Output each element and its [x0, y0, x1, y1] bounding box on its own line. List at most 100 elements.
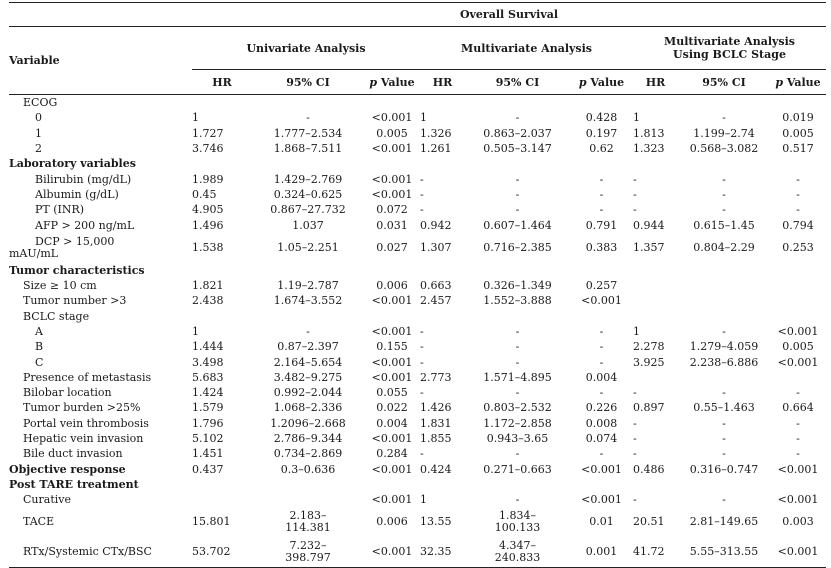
cell-ci-1: 1.429–2.769 [273, 172, 343, 186]
cell-ci-2 [465, 477, 570, 492]
header-row-groups: Variable Univariate Analysis Multivariat… [9, 26, 826, 95]
cell-p-2: - [599, 386, 604, 400]
row-label: Tumor number >3 [23, 294, 127, 308]
cell-ci-3 [678, 293, 770, 308]
cell-p-1: <0.001 [371, 462, 413, 476]
cell-ci-3: - [722, 172, 726, 186]
cell-p-2: - [599, 187, 604, 201]
cell-p-3: 0.005 [782, 126, 814, 140]
cell-p-1 [364, 309, 420, 324]
cell-p-3: 0.003 [782, 515, 814, 529]
cell-hr-1 [192, 492, 252, 507]
cell-ci-2: - [515, 172, 520, 186]
cell-p-1: 0.027 [376, 240, 408, 254]
row-label: ECOG [23, 96, 58, 110]
cell-ci-2: - [515, 386, 520, 400]
row-label: RTx/Systemic CTx/BSC [9, 537, 192, 568]
cell-ci-3: - [722, 416, 726, 430]
table-row: Bilobar location 1.424 0.992–2.044 0.055- - -… [9, 385, 826, 400]
p-rest: Value [586, 75, 625, 89]
cell-p-3: - [796, 203, 800, 217]
cell-hr-3: - [633, 447, 637, 461]
cell-p-3 [770, 370, 826, 385]
cell-p-3 [770, 477, 826, 492]
cell-ci-2: 0.505–3.147 [483, 142, 552, 156]
cell-p-2: 0.01 [589, 515, 614, 529]
table-row: RTx/Systemic CTx/BSC 53.702 7.232– 398.797 <… [9, 537, 826, 568]
cell-p-1 [364, 95, 420, 111]
cell-ci-3: - [722, 493, 726, 507]
p-letter: p [578, 75, 587, 89]
cell-hr-1: 3.746 [192, 142, 224, 156]
cell-p-2: <0.001 [581, 493, 622, 507]
cell-ci-2: 1.552–3.888 [483, 294, 552, 308]
cell-hr-3: - [633, 386, 637, 400]
cell-hr-1: 1.796 [192, 416, 224, 430]
row-label: Bilobar location [23, 386, 112, 400]
table-row: BCLC stage [9, 309, 826, 324]
cell-p-2: 0.008 [585, 416, 618, 430]
table-row: DCP > 15,000 mAU/mL 1.538 1.05–2.251 0.027 1.… [9, 233, 826, 263]
cell-p-1: 0.072 [376, 203, 408, 217]
cell-p-2 [570, 156, 633, 171]
col-header-p-2: p Value [570, 69, 633, 95]
cell-hr-2: - [420, 203, 424, 217]
cell-ci-3: - [722, 111, 726, 125]
cell-line: 4.347– [499, 539, 536, 553]
row-label: Size ≥ 10 cm [23, 279, 97, 293]
p-rest: Value [377, 75, 415, 89]
cell-p-3 [770, 95, 826, 111]
cell-ci-1: 2.786–9.344 [273, 432, 343, 446]
overall-survival-header: Overall Survival [192, 2, 826, 27]
cell-p-1: 0.004 [376, 416, 408, 430]
row-label: Tumor burden >25% [23, 401, 141, 415]
table-row: ECOG [9, 95, 826, 111]
cell-p-1: 0.006 [376, 515, 408, 529]
cell-hr-2: - [420, 172, 424, 186]
cell-p-3: - [796, 172, 800, 186]
cell-ci-1: 1.2096–2.668 [270, 416, 346, 430]
table-row: Albumin (g/dL) 0.45 0.324–0.625 <0.001- - - - -… [9, 187, 826, 202]
table-row: Post TARE treatment [9, 477, 826, 492]
cell-p-2: 0.791 [585, 218, 618, 232]
cell-p-1: <0.001 [371, 172, 413, 186]
table-row: TACE 15.801 2.183– 114.381 0.006 13.55 1.834– 1… [9, 507, 826, 537]
row-label: B [35, 340, 44, 354]
cell-p-3: - [796, 187, 800, 201]
cell-ci-1 [252, 95, 364, 111]
cell-ci-1: 1.05–2.251 [277, 240, 339, 254]
table-row: 1 1.727 1.777–2.534 0.005 1.326 0.863–2.037 0.… [9, 126, 826, 141]
cell-p-2: - [599, 447, 604, 461]
cell-ci-2: 1.172–2.858 [483, 416, 552, 430]
row-label: Bile duct invasion [23, 447, 123, 461]
cell-hr-3: 2.278 [633, 340, 665, 354]
cell-ci-2: - [515, 447, 520, 461]
col-header-hr-1: HR [192, 69, 252, 95]
row-label: 0 [35, 111, 42, 125]
cell-p-1: <0.001 [371, 493, 413, 507]
cell-p-1: <0.001 [371, 325, 413, 338]
row-label: C [35, 355, 44, 369]
cell-ci-2: 0.943–3.65 [486, 432, 549, 446]
cell-hr-3: - [633, 493, 637, 507]
table-row: Laboratory variables [9, 156, 826, 171]
cell-hr-1: 1.451 [192, 447, 224, 461]
cell-ci-3: 0.615–1.45 [693, 218, 755, 232]
cell-line: 2.183– [289, 509, 327, 523]
table-row: B 1.444 0.87–2.397 0.155- - -2.278 1.279–4.059… [9, 339, 826, 354]
cell-hr-2 [420, 477, 465, 492]
cell-ci-2 [465, 156, 570, 171]
cell-hr-2: 2.773 [420, 370, 452, 384]
cell-ci-3: - [722, 447, 726, 461]
cell-p-1: 0.006 [376, 279, 408, 293]
col-header-ci-3: 95% CI [678, 69, 770, 95]
cell-p-3: <0.001 [770, 537, 826, 568]
cell-ci-3: 2.81–149.65 [689, 515, 759, 529]
cell-ci-2: - [515, 355, 520, 369]
cell-hr-2: - [420, 447, 424, 461]
cell-hr-3: 0.897 [633, 401, 665, 415]
table-row: Hepatic vein invasion 5.102 2.786–9.344 <0.… [9, 431, 826, 446]
cell-hr-3: 1.323 [633, 142, 665, 156]
cell-ci-3: - [722, 432, 726, 446]
